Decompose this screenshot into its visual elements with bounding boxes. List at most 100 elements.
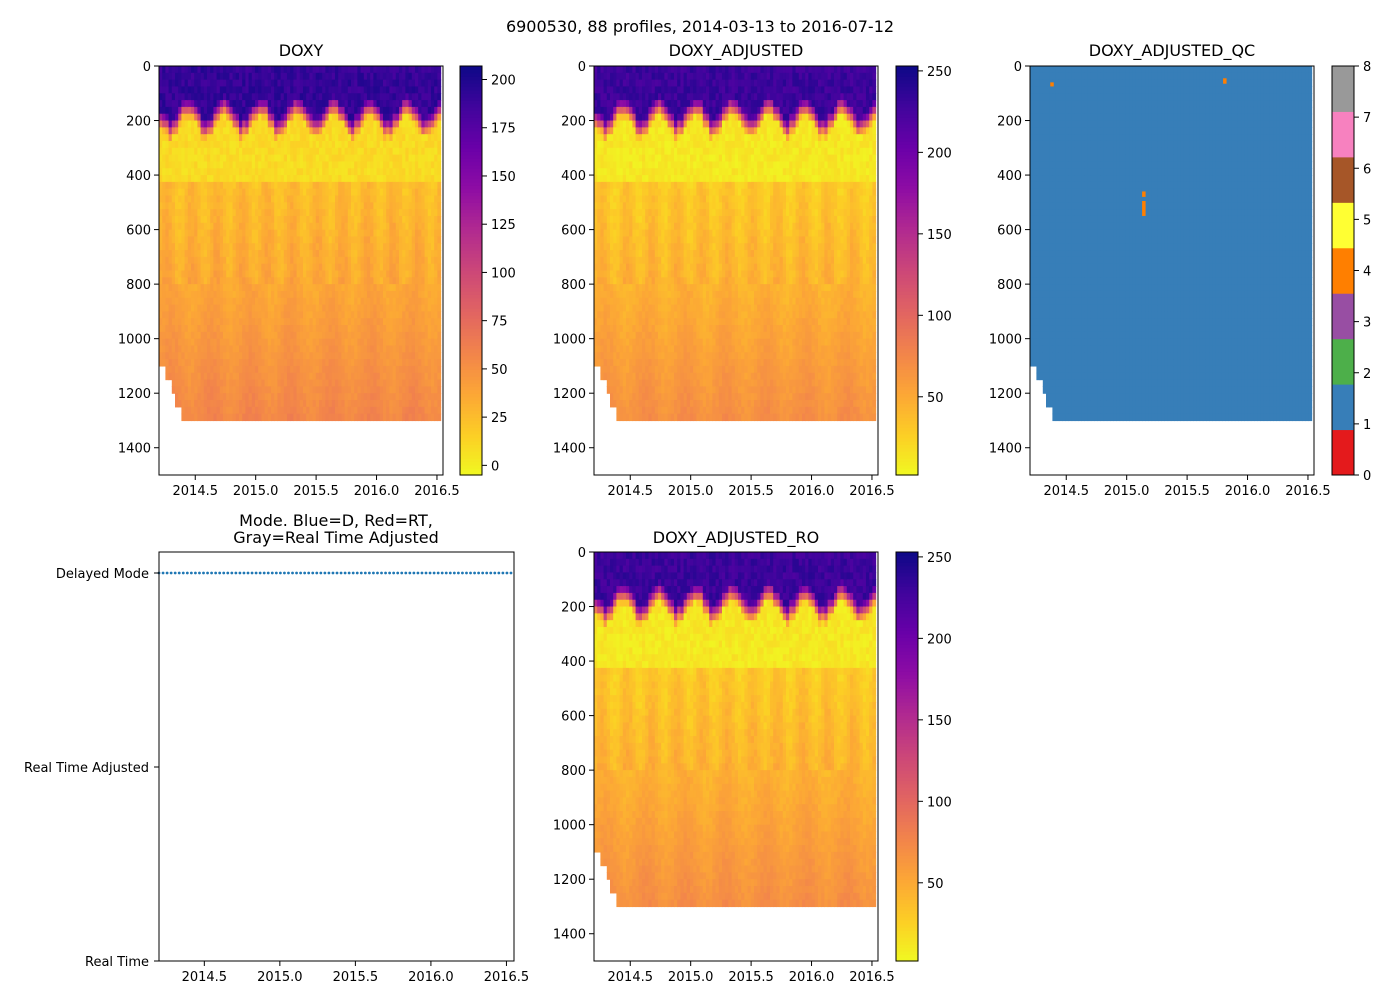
heatmap-cell [229,331,234,340]
heatmap-cell [213,195,218,203]
heatmap-cell [270,338,275,347]
colorbar-swatch [460,454,482,459]
heatmap-cell [197,277,202,285]
heatmap-cell [235,229,240,238]
heatmap-cell [207,222,211,231]
heatmap-cell [178,359,182,367]
heatmap-cell [277,134,282,142]
heatmap-cell [242,393,246,401]
heatmap-cell [159,154,163,163]
colorbar-swatch [460,451,482,456]
heatmap-cell [184,379,189,387]
heatmap-cell [242,311,246,319]
heatmap-cell [239,100,243,108]
heatmap-cell [200,209,205,217]
heatmap-cell [437,284,442,292]
heatmap-cell [235,311,240,319]
heatmap-cell [280,127,285,135]
heatmap-cell [210,290,214,299]
heatmap-cell [267,79,272,88]
heatmap-cell [235,79,240,88]
heatmap-cell [274,345,278,353]
heatmap-cell [187,331,192,340]
heatmap-cell [165,311,170,319]
heatmap-cell [194,311,198,319]
colorbar-swatch [460,134,482,139]
heatmap-cell [251,236,256,244]
heatmap-cell [264,134,269,142]
heatmap-cell [254,270,259,278]
heatmap-cell [187,140,192,149]
heatmap-cell [239,325,243,333]
heatmap-cell [171,181,176,190]
heatmap-cell [239,400,243,408]
heatmap-cell [226,400,230,408]
heatmap-cell [178,215,182,224]
heatmap-cell [213,229,218,238]
heatmap-cell [165,181,170,190]
heatmap-cell [277,318,282,326]
heatmap-cell [270,127,275,135]
heatmap-cell [168,229,173,238]
heatmap-cell [159,215,163,224]
heatmap-cell [168,256,173,265]
heatmap-cell [219,209,224,217]
heatmap-cell [181,79,186,88]
heatmap-cell [251,311,256,319]
heatmap-cell [437,338,442,347]
heatmap-cell [207,365,211,374]
heatmap-cell [254,413,259,422]
heatmap-cell [245,338,250,347]
heatmap-cell [258,236,262,244]
heatmap-cell [223,134,227,142]
heatmap-cell [267,290,272,299]
heatmap-cell [274,393,278,401]
heatmap-cell [197,256,202,265]
heatmap-cell [175,256,179,265]
heatmap-cell [191,222,195,231]
heatmap-cell [235,86,240,94]
heatmap-cell [270,331,275,340]
heatmap-cell [162,222,166,231]
heatmap-cell [200,113,205,122]
heatmap-cell [274,243,278,251]
heatmap-cell [251,113,256,122]
heatmap-cell [171,297,176,306]
heatmap-cell [270,290,275,299]
heatmap-cell [171,243,176,251]
heatmap-cell [200,352,205,360]
heatmap-cell [239,406,243,415]
heatmap-cell [251,195,256,203]
heatmap-cell [277,147,282,156]
heatmap-cell [235,406,240,415]
heatmap-cell [210,250,214,258]
heatmap-cell [437,113,442,122]
heatmap-cell [229,127,234,135]
heatmap-cell [162,243,166,251]
heatmap-cell [229,352,234,360]
heatmap-cell [254,113,259,122]
heatmap-cell [232,393,237,401]
heatmap-cell [168,175,173,183]
heatmap-cell [258,365,262,374]
heatmap-cell [165,277,170,285]
heatmap-cell [437,250,442,258]
heatmap-cell [239,338,243,347]
heatmap-cell [261,386,266,394]
heatmap-cell [235,175,240,183]
heatmap-cell [437,311,442,319]
heatmap-cell [261,93,266,101]
heatmap-cell [159,100,163,108]
heatmap-cell [194,202,198,210]
heatmap-cell [277,250,282,258]
heatmap-cell [197,406,202,415]
heatmap-cell [277,202,282,210]
heatmap-cell [229,379,234,387]
heatmap-cell [437,127,442,135]
heatmap-cell [213,209,218,217]
colorbar-tick-label: 200 [491,74,516,89]
heatmap-cell [277,270,282,278]
heatmap-cell [223,161,227,169]
heatmap-cell [229,66,234,74]
heatmap-cell [229,413,234,422]
